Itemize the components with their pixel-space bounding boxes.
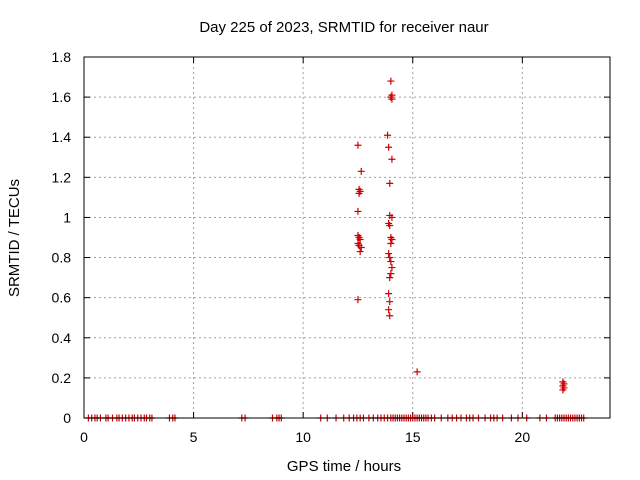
data-point [386,179,394,187]
data-point [388,95,396,103]
data-point [387,258,395,266]
x-tick-label: 0 [80,429,88,445]
y-tick-label: 1.8 [52,49,72,65]
y-tick-label: 1 [63,209,71,225]
x-tick-label: 10 [295,429,311,445]
data-point [387,240,395,248]
data-points [84,77,588,422]
y-tick-label: 0 [63,410,71,426]
y-tick-label: 0.4 [52,330,72,346]
data-point [354,296,362,304]
data-point [386,298,394,306]
data-point [384,131,392,139]
data-point [559,386,567,394]
y-tick-labels: 0 0.2 0.4 0.6 0.8 1 1.2 1.4 1.6 1.8 [52,49,72,426]
y-tick-label: 1.2 [52,169,72,185]
y-axis-label: SRMTID / TECUs [6,179,23,297]
grid-lines [84,57,610,418]
x-tick-label: 5 [190,429,198,445]
data-point [387,77,395,85]
data-point [357,244,365,252]
data-point [386,254,394,262]
data-point [385,290,393,298]
data-point [357,167,365,175]
x-tick-label: 20 [515,429,531,445]
data-point [386,312,394,320]
x-axis-label: GPS time / hours [287,458,401,475]
data-point [386,221,394,229]
x-tick-label: 15 [405,429,421,445]
y-tick-label: 1.6 [52,89,72,105]
data-point [355,189,363,197]
plot-frame [83,56,611,419]
data-point [356,248,364,256]
y-tick-label: 0.2 [52,370,72,386]
data-point [385,306,393,314]
data-point [385,143,393,151]
data-point [354,141,362,149]
data-point [388,264,396,272]
y-tick-label: 0.6 [52,290,72,306]
y-tick-label: 0.8 [52,250,72,266]
data-point [354,207,362,215]
data-point [387,270,395,278]
data-point [413,368,421,376]
data-point [388,213,396,221]
y-tick-label: 1.4 [52,129,72,145]
data-point [356,236,364,244]
data-point [388,236,396,244]
data-point [385,250,393,258]
data-point [386,274,394,282]
chart-title: Day 225 of 2023, SRMTID for receiver nau… [199,19,488,36]
data-point [388,155,396,163]
axis-ticks [83,56,610,419]
x-tick-labels: 0 5 10 15 20 [80,429,530,445]
